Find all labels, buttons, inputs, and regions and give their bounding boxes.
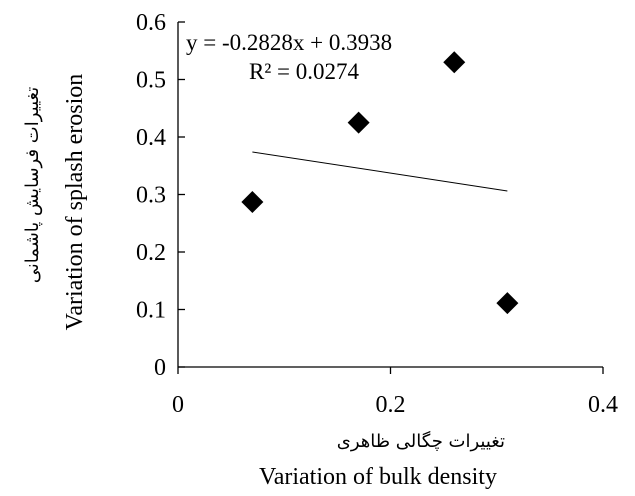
x-tick-label: 0 xyxy=(172,392,184,418)
data-point-diamond xyxy=(241,190,264,213)
x-axis-title-english: Variation of bulk density xyxy=(259,464,497,490)
y-tick-label: 0.2 xyxy=(136,240,166,266)
trendline-equation: y = -0.2828x + 0.3938 xyxy=(186,30,392,55)
x-tick-label: 0.2 xyxy=(376,392,406,418)
y-tick-label: 0.4 xyxy=(136,125,166,151)
y-tick-label: 0 xyxy=(154,355,166,381)
data-point-diamond xyxy=(496,292,519,315)
y-tick-label: 0.5 xyxy=(136,68,166,94)
data-points xyxy=(241,51,519,315)
y-tick-label: 0.1 xyxy=(136,298,166,324)
x-axis: 0 0.2 0.4 xyxy=(172,366,618,418)
x-axis-title-persian: تغییرات چگالی ظاهری xyxy=(337,430,505,452)
trendline-group xyxy=(252,151,508,192)
r-squared-label: R² = 0.0274 xyxy=(249,59,359,84)
data-point-diamond xyxy=(443,51,466,74)
x-tick-label: 0.4 xyxy=(588,392,618,418)
data-point-diamond xyxy=(347,111,370,134)
y-tick-label: 0.3 xyxy=(136,183,166,209)
y-axis-title-english: Variation of splash erosion xyxy=(62,74,88,331)
y-tick-label: 0.6 xyxy=(136,10,166,36)
y-axis-title-persian: تغییرات فرسایش پاشمانی xyxy=(22,87,43,283)
trendline xyxy=(252,151,508,192)
y-axis: 0 0.1 0.2 0.3 0.4 0.5 0.6 xyxy=(136,10,185,381)
